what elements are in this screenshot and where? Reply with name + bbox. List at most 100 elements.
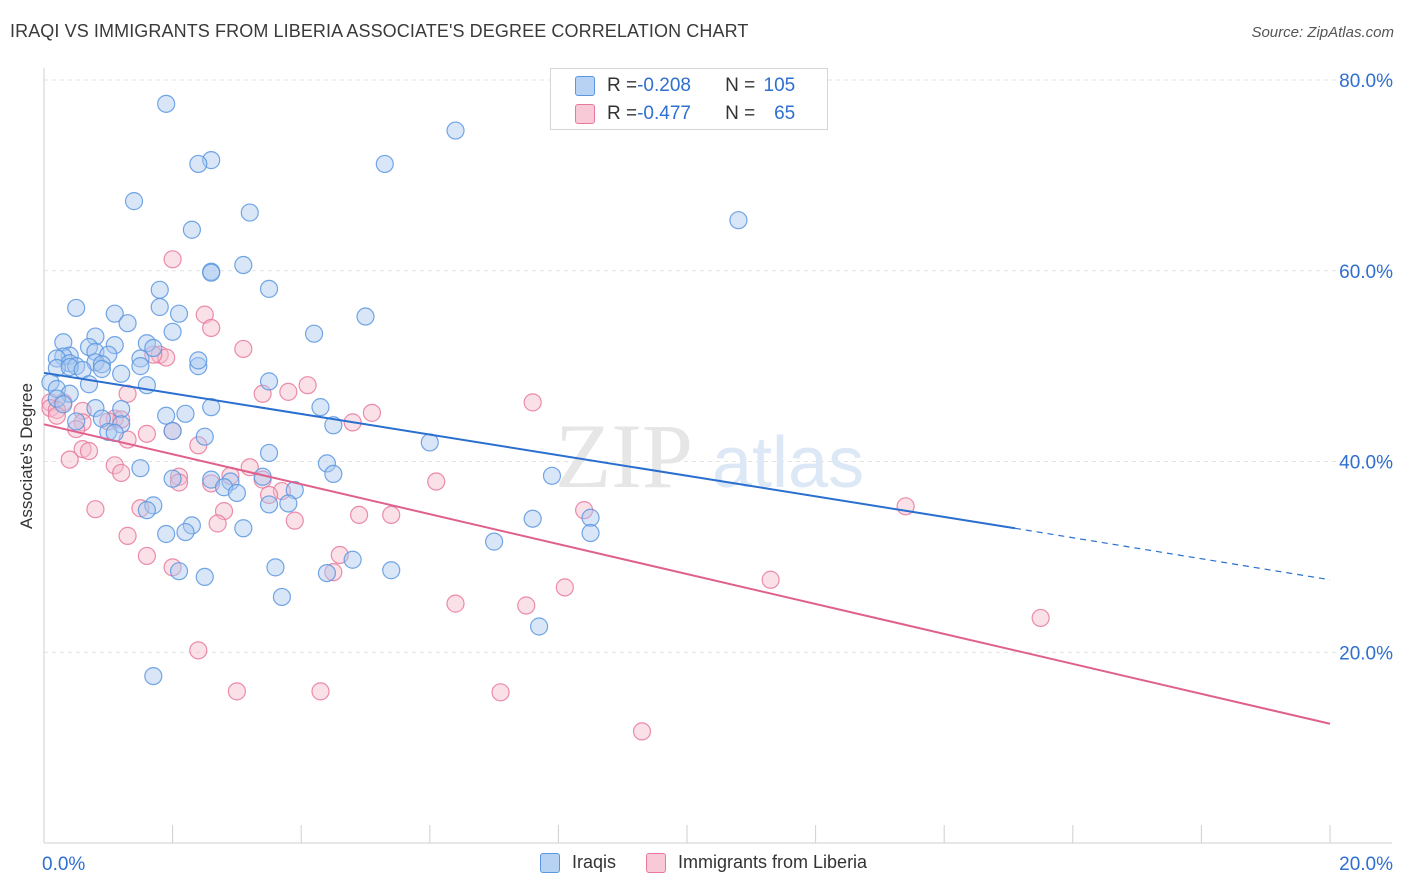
point-liberia [163,250,182,269]
point-iraqis [317,454,337,473]
legend-swatch-liberia [646,852,667,873]
point-iraqis [523,509,542,528]
point-iraqis [54,395,73,414]
point-iraqis [105,304,124,323]
y-tick-label: 20.0% [1339,643,1393,664]
point-liberia [1031,608,1050,628]
chart-title: IRAQI VS IMMIGRANTS FROM LIBERIA ASSOCIA… [10,21,749,41]
point-iraqis [195,567,214,587]
y-tick-label: 80.0% [1339,71,1393,92]
point-iraqis [176,404,195,423]
legend-r-value: -0.208 [637,75,691,96]
point-iraqis [189,351,208,370]
watermark-zip: ZIP [555,405,693,507]
legend-item-liberia[interactable]: Immigrants from Liberia [646,852,867,873]
point-liberia [234,339,253,359]
point-iraqis [150,280,169,299]
point-iraqis [530,617,549,636]
point-iraqis [729,211,748,230]
point-iraqis [169,562,189,581]
point-iraqis [131,357,150,376]
point-iraqis [163,322,182,341]
point-iraqis [382,561,401,580]
point-iraqis [169,304,189,323]
point-iraqis [99,422,118,442]
series-iraqis-points [41,94,748,686]
point-liberia [555,578,574,597]
point-liberia [523,393,542,412]
trend-line-liberia [43,423,1331,725]
point-liberia [575,501,594,520]
legend-r-label: R = [607,103,638,124]
point-liberia [761,570,780,589]
point-iraqis [195,427,214,446]
legend-swatch-liberia [575,104,595,124]
grid-lines [44,79,1392,653]
point-iraqis [234,255,253,275]
trend-lines [43,371,1331,725]
point-iraqis [542,466,562,485]
correlation-legend: R = -0.208 N = 105 R = -0.477 N = 65 [550,68,828,130]
point-iraqis [182,220,201,239]
point-iraqis [92,359,111,379]
point-liberia [298,376,317,395]
point-liberia [169,467,189,486]
point-iraqis [317,563,337,583]
legend-label-iraqis: Iraqis [572,852,617,872]
point-iraqis [202,263,221,282]
point-liberia [349,505,369,525]
point-liberia [632,722,652,741]
point-iraqis [163,421,182,441]
point-iraqis [189,154,208,174]
point-liberia [137,546,156,566]
point-iraqis [131,349,150,368]
point-iraqis [279,494,298,513]
point-liberia [208,514,227,533]
point-iraqis [259,372,279,391]
point-iraqis [581,523,600,543]
point-iraqis [144,666,163,686]
legend-item-iraqis[interactable]: Iraqis [540,852,616,873]
legend-swatch-iraqis [540,852,560,873]
point-iraqis [137,501,156,520]
point-iraqis [131,459,150,478]
legend-n-label: N = [725,103,756,124]
legend-label-liberia: Immigrants from Liberia [678,852,868,872]
point-liberia [73,413,92,432]
point-iraqis [581,508,600,527]
point-liberia [491,683,510,702]
point-iraqis [234,519,253,538]
watermark: ZIP atlas [555,405,864,507]
point-liberia [137,424,156,443]
point-iraqis [92,355,111,374]
legend-r-value: -0.477 [637,103,691,124]
trend-line-iraqis [43,371,1016,530]
point-iraqis [227,483,246,503]
tick-labels: 20.0% 40.0% 60.0% 80.0% 0.0% 20.0% [42,71,1393,875]
point-iraqis [118,314,137,333]
point-liberia [362,403,382,422]
point-liberia [105,456,124,475]
legend-n-label: N = [725,75,756,96]
point-iraqis [324,416,343,435]
point-liberia [279,382,298,401]
point-iraqis [176,522,195,542]
point-iraqis [105,336,124,355]
point-iraqis [67,298,86,318]
point-liberia [79,441,99,461]
point-iraqis [189,357,208,376]
point-iraqis [259,495,279,514]
point-iraqis [182,516,201,535]
point-iraqis [375,154,394,174]
point-liberia [324,563,343,582]
point-iraqis [324,464,343,483]
point-liberia [202,318,221,338]
point-iraqis [304,324,324,343]
point-iraqis [54,347,73,366]
point-iraqis [157,94,176,113]
point-iraqis [67,412,86,431]
point-iraqis [259,443,279,463]
series-liberia-points [41,250,1050,741]
y-tick-label: 40.0% [1339,453,1393,474]
